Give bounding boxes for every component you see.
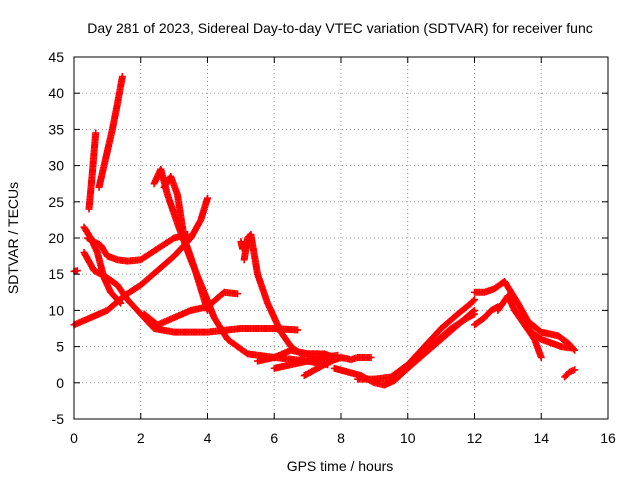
data-point bbox=[571, 366, 579, 374]
x-tick-label: 0 bbox=[70, 430, 78, 446]
x-axis-title: GPS time / hours bbox=[287, 458, 394, 474]
data-point bbox=[294, 326, 302, 334]
x-tick-label: 4 bbox=[204, 430, 212, 446]
data-point bbox=[567, 344, 575, 352]
y-tick-label: -5 bbox=[52, 411, 65, 427]
x-tick-label: 16 bbox=[600, 430, 616, 446]
series-arc-v bbox=[561, 366, 579, 381]
data-point bbox=[494, 303, 502, 311]
grid-lines bbox=[74, 57, 608, 419]
y-tick-label: 0 bbox=[56, 375, 64, 391]
y-tick-label: 5 bbox=[56, 339, 64, 355]
y-tick-label: 10 bbox=[48, 302, 64, 318]
series-arc-w bbox=[471, 303, 502, 329]
data-point bbox=[469, 297, 477, 305]
data-point bbox=[92, 129, 100, 137]
y-axis-title: SDTVAR / TECUs bbox=[5, 182, 21, 294]
series-arc-d bbox=[95, 73, 126, 191]
data-point bbox=[204, 194, 211, 202]
chart-title: Day 281 of 2023, Sidereal Day-to-day VTE… bbox=[87, 20, 593, 36]
series-arc-f bbox=[83, 230, 191, 265]
x-tick-label: 8 bbox=[337, 430, 345, 446]
series-arc-r bbox=[397, 310, 478, 376]
series-arc-l bbox=[237, 238, 247, 253]
data-point bbox=[234, 290, 242, 298]
data-point bbox=[239, 245, 247, 253]
x-tick-label: 6 bbox=[270, 430, 278, 446]
y-tick-label: 20 bbox=[48, 230, 64, 246]
series-arc-c bbox=[80, 248, 302, 336]
data-points bbox=[70, 73, 579, 389]
data-point bbox=[73, 267, 81, 275]
x-tick-label: 14 bbox=[533, 430, 549, 446]
data-point bbox=[471, 296, 478, 304]
y-tick-label: 35 bbox=[48, 121, 64, 137]
series-arc-u bbox=[514, 310, 575, 352]
y-tick-label: 30 bbox=[48, 158, 64, 174]
axis-ticks: 0 2 4 6 8 10 12 14 16 -5 0 5 10 15 20 25 30 35 40 45 bbox=[48, 49, 616, 446]
series-arc-j bbox=[140, 288, 242, 329]
y-tick-label: 45 bbox=[48, 49, 64, 65]
y-tick-label: 40 bbox=[48, 85, 64, 101]
y-tick-label: 25 bbox=[48, 194, 64, 210]
series-arc-a bbox=[85, 129, 100, 213]
data-point bbox=[537, 353, 545, 361]
x-tick-label: 2 bbox=[137, 430, 145, 446]
data-point bbox=[471, 310, 478, 318]
x-tick-label: 10 bbox=[400, 430, 416, 446]
series-arc-o bbox=[300, 353, 375, 380]
series-arc-e bbox=[70, 194, 211, 329]
data-point bbox=[367, 353, 375, 361]
series-arc-m bbox=[254, 346, 338, 365]
series-arc-h bbox=[160, 172, 211, 314]
data-point bbox=[118, 73, 126, 81]
x-tick-label: 12 bbox=[467, 430, 483, 446]
y-tick-label: 15 bbox=[48, 266, 64, 282]
